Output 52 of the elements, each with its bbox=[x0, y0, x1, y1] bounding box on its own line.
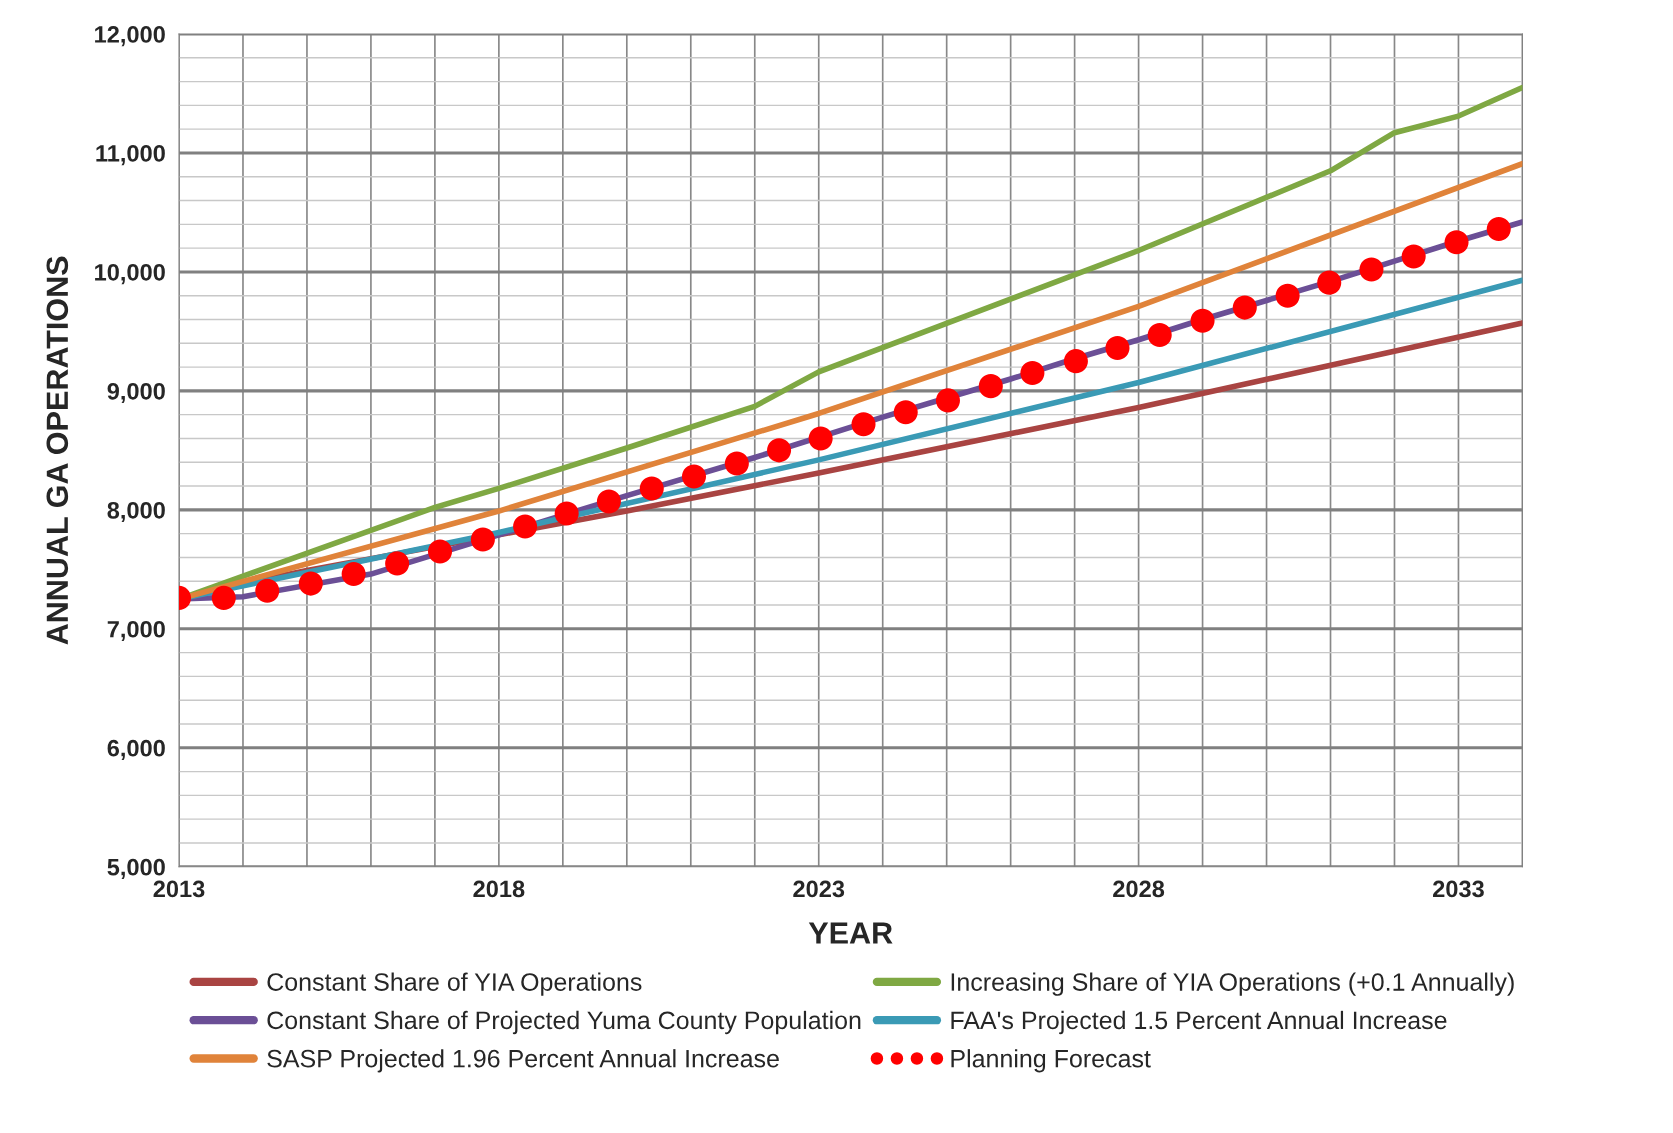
point bbox=[724, 451, 749, 476]
point bbox=[470, 527, 495, 552]
point bbox=[554, 501, 579, 526]
point bbox=[1063, 349, 1088, 374]
point bbox=[255, 578, 280, 603]
point bbox=[1232, 295, 1257, 320]
x-tick-label: 2033 bbox=[1433, 880, 1484, 898]
point bbox=[1486, 217, 1511, 242]
legend-label: Constant Share of YIA Operations bbox=[267, 972, 642, 996]
x-axis-title: YEAR bbox=[808, 922, 893, 944]
point bbox=[341, 562, 366, 587]
y-tick-label: 9,000 bbox=[107, 382, 165, 404]
point bbox=[385, 551, 410, 576]
point bbox=[513, 514, 538, 539]
point bbox=[935, 388, 960, 413]
point bbox=[1444, 230, 1469, 255]
point bbox=[596, 489, 621, 514]
point bbox=[1105, 336, 1130, 361]
y-tick-label: 12,000 bbox=[95, 26, 165, 47]
point bbox=[1190, 308, 1215, 333]
y-tick-label: 7,000 bbox=[107, 620, 165, 642]
point bbox=[298, 571, 323, 596]
point bbox=[1147, 322, 1172, 347]
point bbox=[808, 426, 833, 451]
y-axis-title: ANNUAL GA OPERATIONS bbox=[46, 256, 69, 645]
legend-label: SASP Projected 1.96 Percent Annual Increase bbox=[267, 1049, 779, 1073]
point bbox=[1275, 283, 1300, 308]
y-tick-label: 6,000 bbox=[107, 739, 165, 760]
point bbox=[1401, 244, 1426, 269]
point bbox=[211, 585, 236, 610]
legend-label: FAA's Projected 1.5 Percent Annual Increase bbox=[951, 1010, 1447, 1035]
point bbox=[681, 464, 707, 489]
legend-label: Constant Share of Projected Yuma County Population bbox=[267, 1010, 861, 1035]
y-tick-label: 10,000 bbox=[95, 263, 165, 285]
point bbox=[1317, 270, 1342, 295]
legend-label: Increasing Share of YIA Operations (+0.1 Annually) bbox=[951, 972, 1514, 996]
point bbox=[978, 374, 1003, 399]
point bbox=[427, 539, 453, 564]
x-tick-label: 2023 bbox=[793, 880, 845, 898]
x-tick-label: 2028 bbox=[1113, 880, 1165, 898]
x-tick-label: 2013 bbox=[153, 880, 205, 898]
legend-label: Planning Forecast bbox=[951, 1049, 1151, 1073]
point bbox=[639, 476, 664, 501]
point bbox=[851, 412, 876, 437]
point bbox=[893, 400, 918, 425]
y-tick-label: 11,000 bbox=[96, 145, 165, 166]
point bbox=[1359, 257, 1384, 282]
point bbox=[1020, 361, 1045, 386]
y-tick-label: 5,000 bbox=[107, 858, 165, 879]
y-tick-label: 8,000 bbox=[107, 501, 165, 523]
point bbox=[767, 438, 792, 463]
x-tick-label: 2018 bbox=[473, 880, 525, 898]
